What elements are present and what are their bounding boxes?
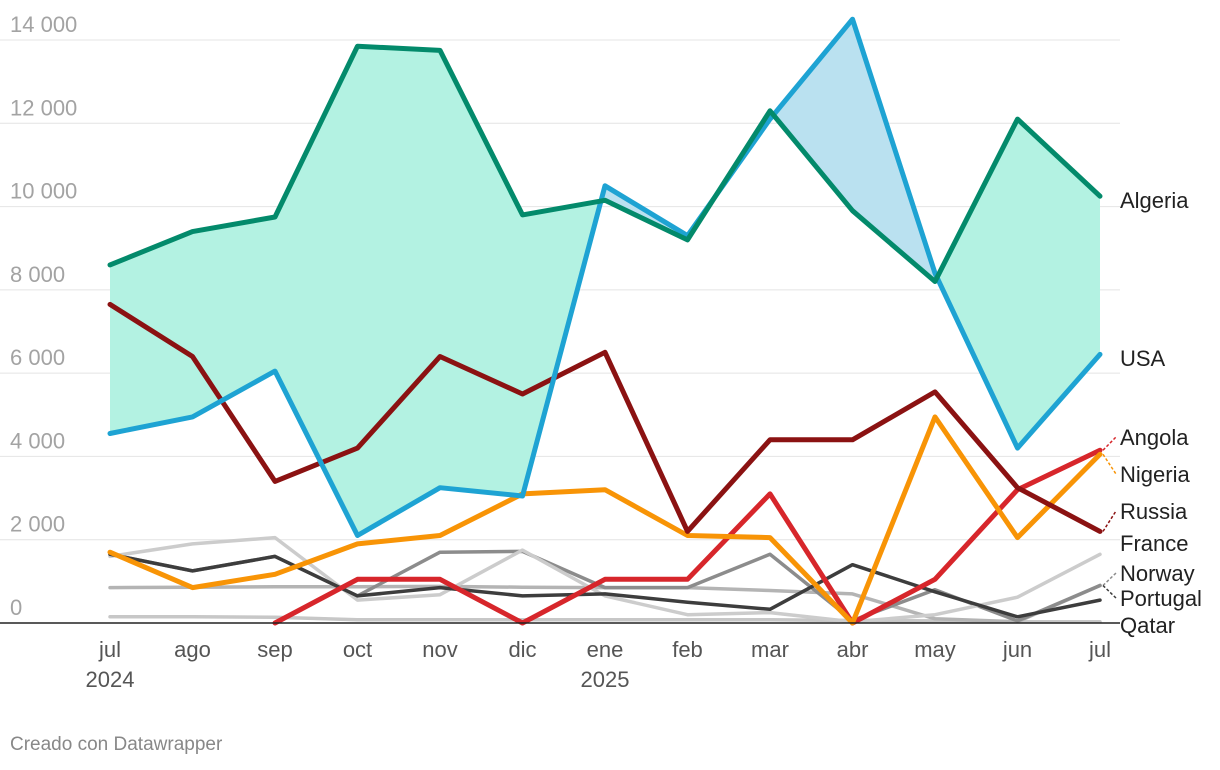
y-tick-label-14000: 14 000 (10, 12, 77, 37)
x-tick-label-4: nov (422, 637, 457, 662)
series-line-angola (272, 447, 1103, 626)
area-segment-4 (440, 50, 523, 496)
area-segment-10-b (937, 119, 1018, 449)
x-tick-label-2: sep (257, 637, 292, 662)
area-segment-1 (192, 216, 275, 417)
series-line-algeria (107, 43, 1103, 284)
chart-credit: Creado con Datawrapper (10, 734, 223, 755)
axes: 0 2 000 4 000 6 000 8 000 10 000 12 000 14 000 j… (0, 12, 1120, 692)
series-line-usa (107, 16, 1103, 538)
y-tick-label-10000: 10 000 (10, 179, 77, 204)
x-tick-label-11: jun (1002, 637, 1032, 662)
series-line-france (108, 535, 1102, 624)
series-end-labels: Algeria USA Angola Nigeria Russia France Norwa… (1102, 188, 1202, 638)
series-label-angola: Angola (1120, 425, 1189, 450)
series-label-russia: Russia (1120, 499, 1188, 524)
series-line-nigeria (107, 414, 1103, 626)
series-line-qatar (108, 615, 1102, 624)
area-segment-2 (275, 46, 358, 536)
y-tick-label-12000: 12 000 (10, 95, 77, 120)
leader-norway (1102, 572, 1117, 587)
series-label-portugal: Portugal (1120, 586, 1202, 611)
x-tick-year-6: 2025 (581, 667, 630, 692)
area-segment-8-b (773, 19, 853, 211)
y-tick-label-0: 0 (10, 595, 22, 620)
series-line-qatar-line (108, 552, 1102, 619)
area-segment-11 (1017, 119, 1100, 449)
y-tick-label-2000: 2 000 (10, 512, 65, 537)
series-label-algeria: Algeria (1120, 188, 1189, 213)
x-tick-label-3: oct (343, 637, 372, 662)
series-label-usa: USA (1120, 346, 1166, 371)
x-tick-year-0: 2024 (86, 667, 135, 692)
x-tick-label-5: dic (508, 637, 536, 662)
x-tick-label-7: feb (672, 637, 703, 662)
series-label-france: France (1120, 531, 1188, 556)
leader-portugal (1102, 584, 1117, 599)
series-label-nigeria: Nigeria (1120, 462, 1190, 487)
series-label-qatar: Qatar (1120, 613, 1175, 638)
x-tick-label-0: jul (98, 637, 121, 662)
x-tick-label-10: may (914, 637, 956, 662)
leader-angola (1102, 436, 1117, 451)
leader-nigeria (1102, 453, 1117, 475)
x-tick-label-1: ago (174, 637, 211, 662)
x-tick-label-8: mar (751, 637, 789, 662)
y-tick-label-6000: 6 000 (10, 345, 65, 370)
series-lines (107, 16, 1103, 626)
y-tick-label-8000: 8 000 (10, 262, 65, 287)
x-tick-label-12: jul (1088, 637, 1111, 662)
x-tick-label-9: abr (837, 637, 869, 662)
x-tick-label-6: ene (587, 637, 624, 662)
series-label-norway: Norway (1120, 561, 1195, 586)
area-segment-3 (357, 46, 440, 536)
y-tick-label-4000: 4 000 (10, 428, 65, 453)
leader-russia (1102, 510, 1117, 532)
series-line-russia (107, 301, 1103, 534)
